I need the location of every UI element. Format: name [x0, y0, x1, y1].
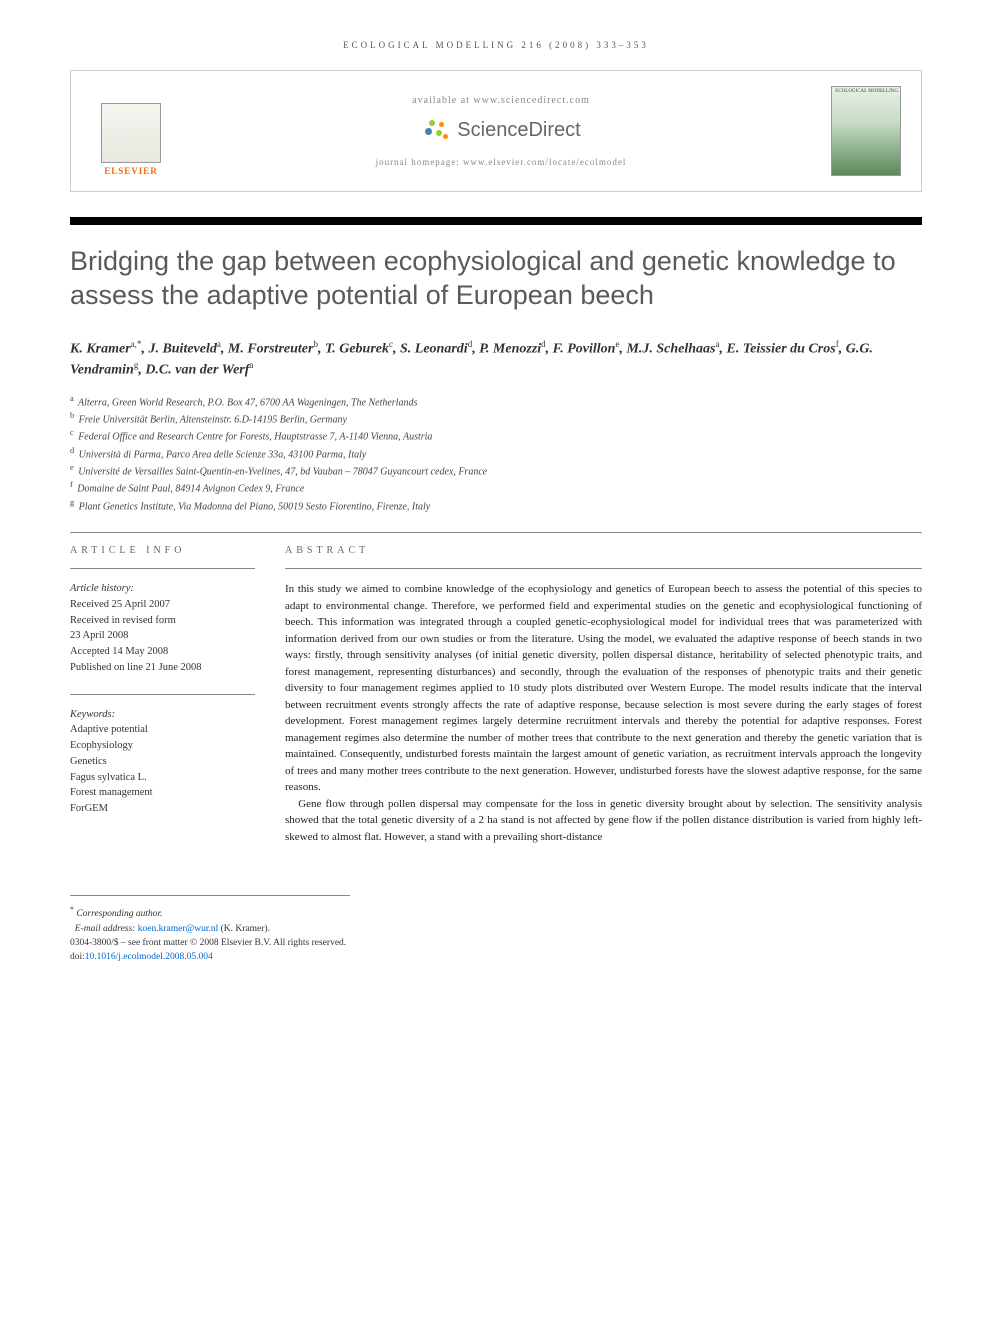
cover-title: ECOLOGICAL MODELLING [835, 89, 898, 95]
abstract-text: In this study we aimed to combine knowle… [285, 581, 922, 845]
keyword-line: Forest management [70, 785, 255, 801]
email-link[interactable]: koen.kramer@wur.nl [138, 924, 219, 934]
divider [70, 532, 922, 533]
affiliation-line: a Alterra, Green World Research, P.O. Bo… [70, 393, 922, 410]
affiliation-line: d Università di Parma, Parco Area delle … [70, 445, 922, 462]
sciencedirect-icon [421, 118, 451, 142]
doi-line: doi:10.1016/j.ecolmodel.2008.05.004 [70, 950, 350, 964]
keyword-line: Genetics [70, 754, 255, 770]
affiliation-line: f Domaine de Saint Paul, 84914 Avignon C… [70, 479, 922, 496]
keywords-title: Keywords: [70, 707, 255, 723]
keyword-line: Adaptive potential [70, 722, 255, 738]
affiliation-line: c Federal Office and Research Centre for… [70, 427, 922, 444]
article-history-block: Article history: Received 25 April 2007R… [70, 581, 255, 676]
center-info: available at www.sciencedirect.com Scien… [171, 95, 831, 167]
copyright-line: 0304-3800/$ – see front matter © 2008 El… [70, 936, 350, 950]
abstract-heading: ABSTRACT [285, 545, 922, 556]
keyword-line: ForGEM [70, 801, 255, 817]
history-line: Accepted 14 May 2008 [70, 644, 255, 660]
divider [285, 568, 922, 569]
elsevier-label: ELSEVIER [104, 166, 158, 176]
divider [70, 694, 255, 695]
black-separator-bar [70, 217, 922, 225]
authors-list: K. Kramera,*, J. Buitevelda, M. Forstreu… [70, 338, 922, 381]
homepage-text: journal homepage: www.elsevier.com/locat… [171, 157, 831, 167]
available-at-text: available at www.sciencedirect.com [171, 95, 831, 106]
history-line: Received in revised form [70, 613, 255, 629]
affiliation-line: e Université de Versailles Saint-Quentin… [70, 462, 922, 479]
sciencedirect-brand: ScienceDirect [171, 118, 831, 142]
email-line: E-mail address: koen.kramer@wur.nl (K. K… [70, 922, 350, 936]
footnotes: * Corresponding author. E-mail address: … [70, 895, 350, 964]
keyword-line: Ecophysiology [70, 738, 255, 754]
keyword-line: Fagus sylvatica L. [70, 770, 255, 786]
abstract-column: ABSTRACT In this study we aimed to combi… [285, 545, 922, 845]
article-info-heading: ARTICLE INFO [70, 545, 255, 556]
abstract-paragraph-2: Gene flow through pollen dispersal may c… [285, 796, 922, 846]
sciencedirect-label: ScienceDirect [457, 119, 580, 142]
abstract-paragraph-1: In this study we aimed to combine knowle… [285, 581, 922, 796]
article-title: Bridging the gap between ecophysiologica… [70, 245, 922, 313]
keywords-block: Keywords: Adaptive potentialEcophysiolog… [70, 707, 255, 817]
doi-link[interactable]: 10.1016/j.ecolmodel.2008.05.004 [85, 952, 213, 962]
affiliation-line: g Plant Genetics Institute, Via Madonna … [70, 497, 922, 514]
article-info-column: ARTICLE INFO Article history: Received 2… [70, 545, 255, 845]
journal-cover-thumbnail: ECOLOGICAL MODELLING [831, 86, 901, 176]
corresponding-author: * Corresponding author. [70, 904, 350, 921]
divider [70, 568, 255, 569]
affiliation-line: b Freie Universität Berlin, Altensteinst… [70, 410, 922, 427]
history-line: Published on line 21 June 2008 [70, 660, 255, 676]
affiliations-list: a Alterra, Green World Research, P.O. Bo… [70, 393, 922, 514]
history-line: Received 25 April 2007 [70, 597, 255, 613]
journal-header: ECOLOGICAL MODELLING 216 (2008) 333–353 [70, 40, 922, 50]
elsevier-tree-icon [101, 103, 161, 163]
elsevier-logo: ELSEVIER [91, 86, 171, 176]
history-title: Article history: [70, 581, 255, 597]
content-row: ARTICLE INFO Article history: Received 2… [70, 545, 922, 845]
history-line: 23 April 2008 [70, 628, 255, 644]
journal-info-box: ELSEVIER available at www.sciencedirect.… [70, 70, 922, 192]
